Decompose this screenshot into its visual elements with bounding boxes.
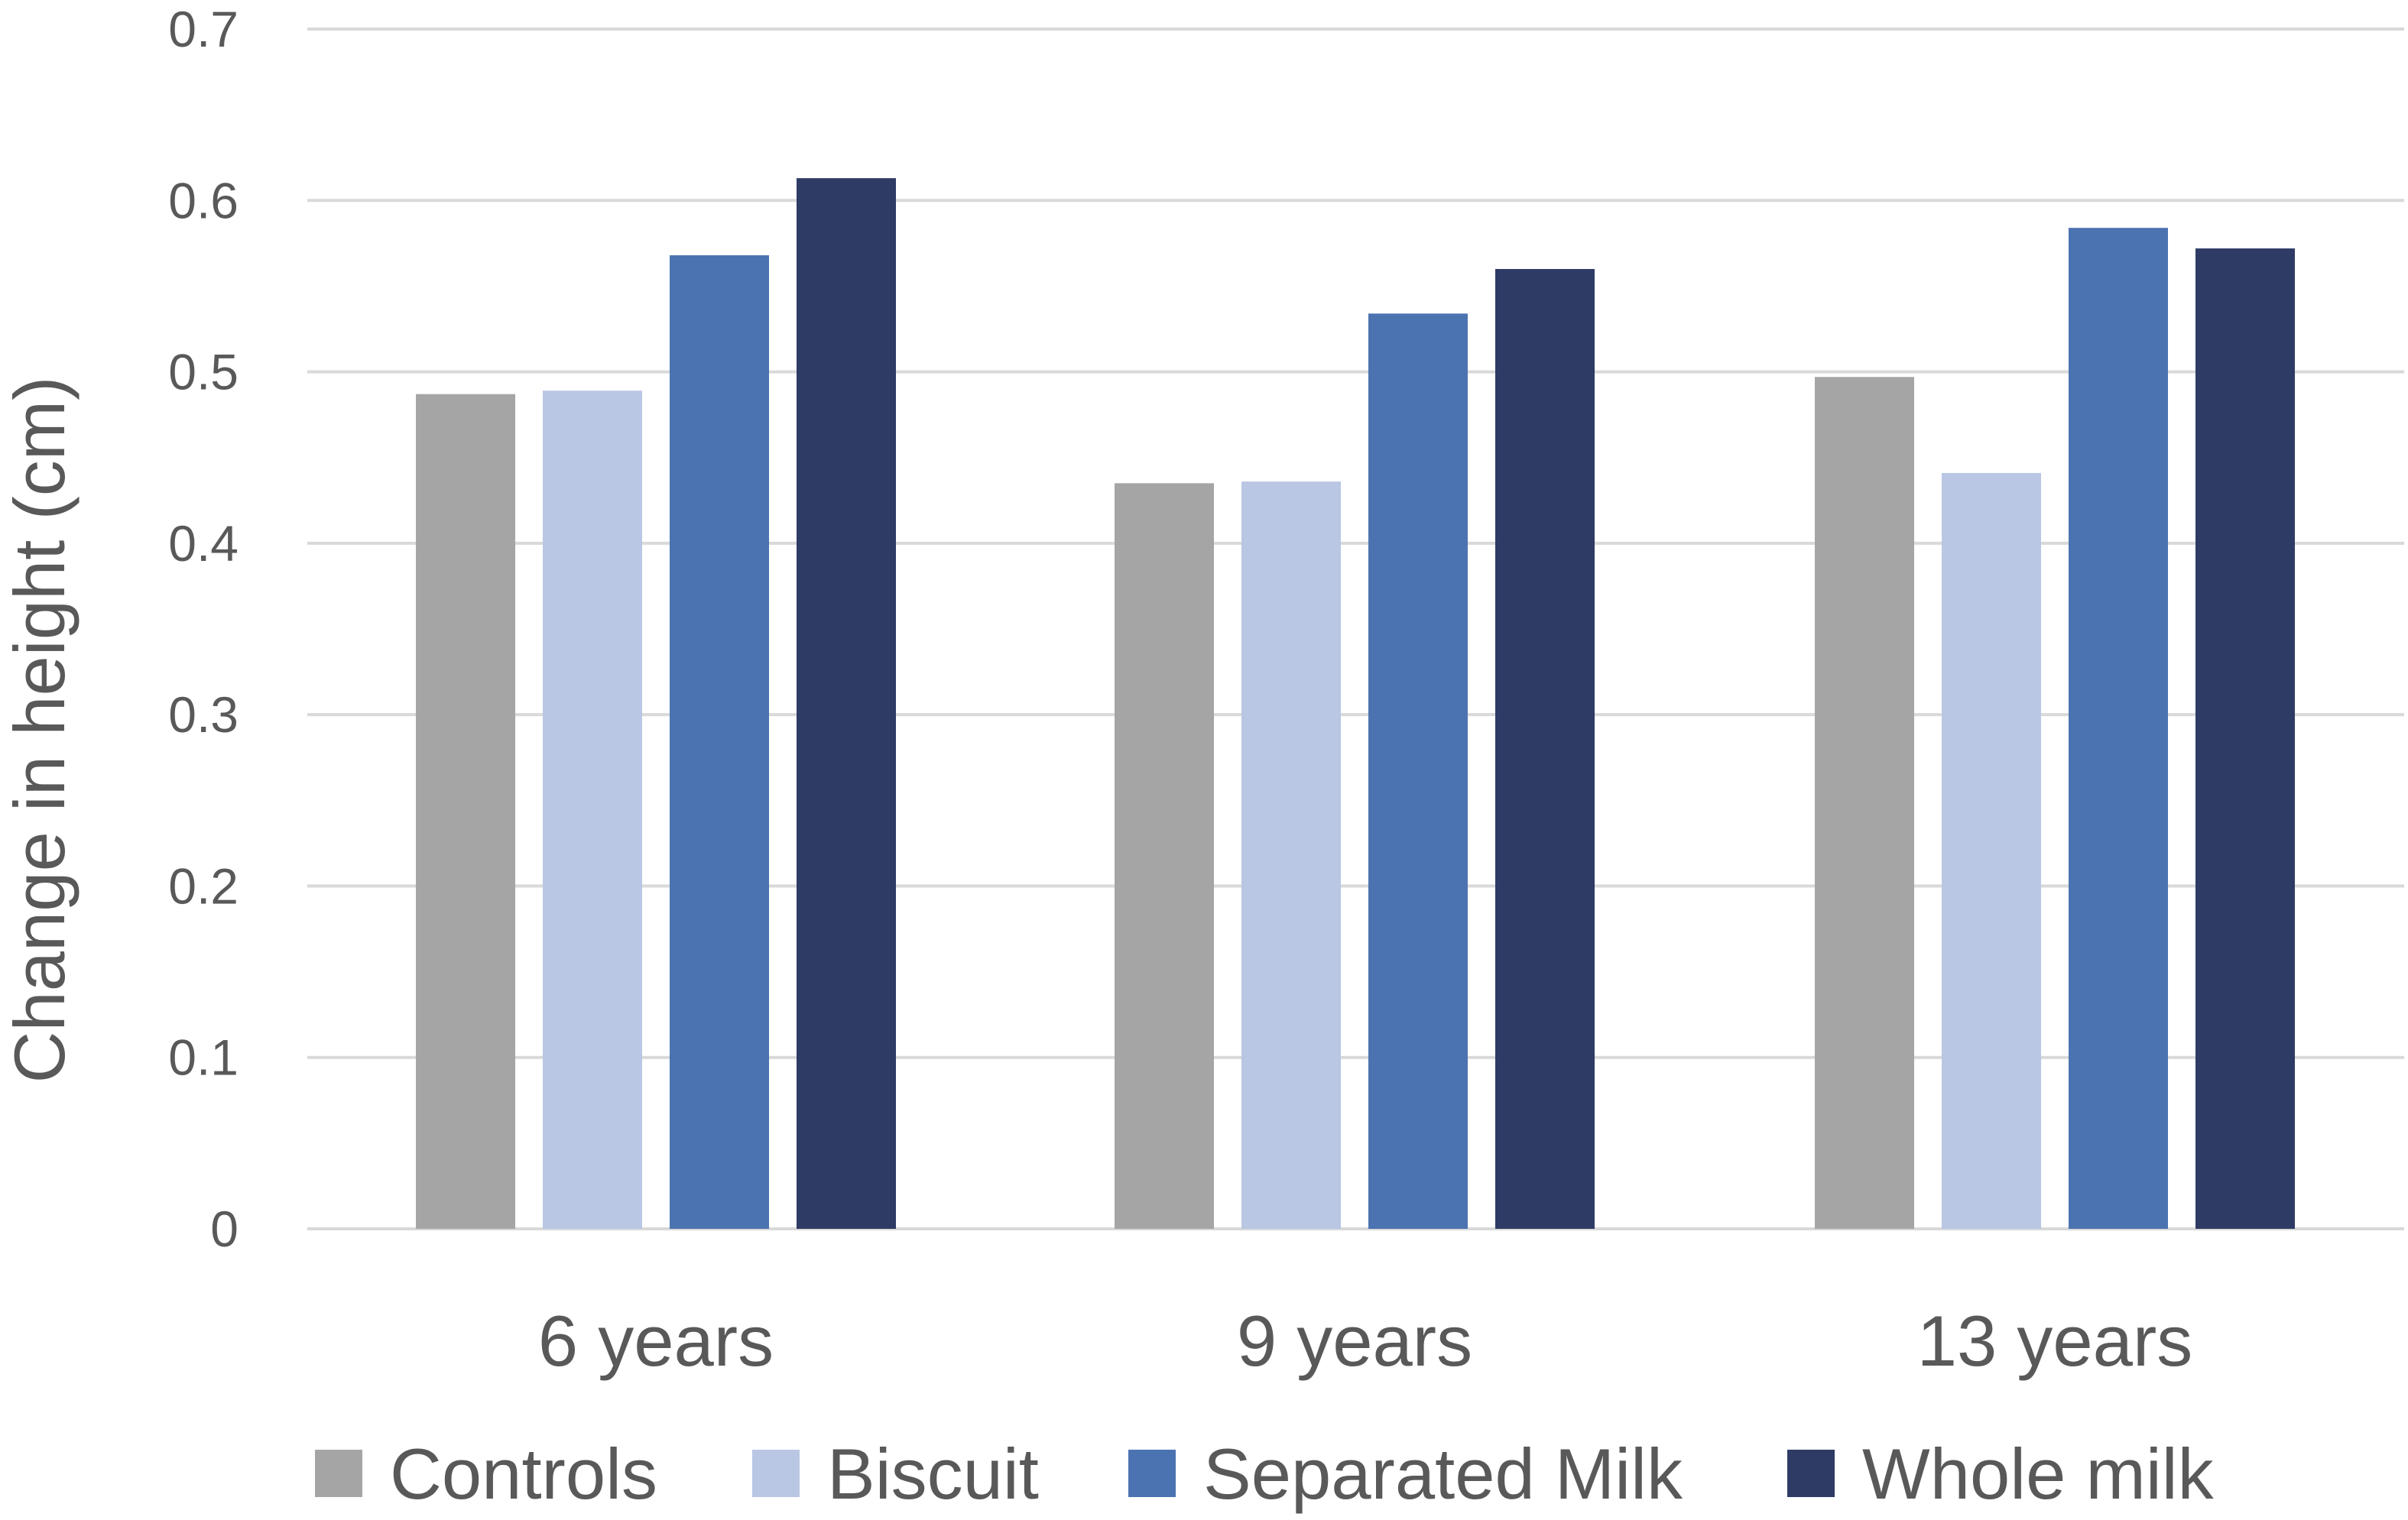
bars — [416, 178, 2295, 1230]
bar-separated-milk-13-years — [2069, 228, 2168, 1230]
bar-separated-milk-9-years — [1368, 313, 1468, 1229]
bar-biscuit-6-years — [543, 391, 642, 1229]
y-tick-label: 0.3 — [168, 686, 239, 743]
y-tick-label: 0.4 — [168, 515, 239, 572]
y-axis-ticks: 0 0.1 0.2 0.3 0.4 0.5 0.6 0.7 — [168, 1, 239, 1257]
legend-label: Whole milk — [1862, 1434, 2215, 1514]
bar-controls-6-years — [416, 394, 515, 1230]
y-tick-label: 0.2 — [168, 857, 239, 914]
bar-whole-milk-6-years — [797, 178, 896, 1230]
bar-controls-9-years — [1115, 483, 1214, 1229]
y-tick-label: 0.5 — [168, 344, 239, 400]
legend-label: Separated Milk — [1203, 1434, 1683, 1514]
legend-swatch — [752, 1450, 800, 1497]
legend-item-controls: Controls — [315, 1434, 657, 1514]
bar-whole-milk-13-years — [2195, 248, 2295, 1230]
x-category-label: 13 years — [1917, 1301, 2193, 1381]
y-tick-label: 0.6 — [168, 172, 239, 228]
legend-item-biscuit: Biscuit — [752, 1434, 1039, 1514]
bar-separated-milk-6-years — [670, 255, 769, 1229]
legend-item-separated-milk: Separated Milk — [1128, 1434, 1683, 1514]
legend-item-whole-milk: Whole milk — [1787, 1434, 2215, 1514]
x-axis-categories: 6 years 9 years 13 years — [538, 1301, 2192, 1381]
x-category-label: 9 years — [1237, 1301, 1472, 1381]
bar-biscuit-9-years — [1241, 481, 1341, 1229]
bar-biscuit-13-years — [1942, 472, 2041, 1229]
legend-label: Controls — [390, 1434, 657, 1514]
legend-swatch — [315, 1450, 362, 1497]
y-tick-label: 0 — [210, 1201, 239, 1257]
legend-swatch — [1128, 1450, 1176, 1497]
y-tick-label: 0.7 — [168, 1, 239, 57]
bar-controls-13-years — [1815, 377, 1914, 1229]
bar-whole-milk-9-years — [1495, 269, 1595, 1229]
legend-swatch — [1787, 1450, 1835, 1497]
x-category-label: 6 years — [538, 1301, 774, 1381]
y-axis-title: Change in height (cm) — [0, 377, 80, 1084]
y-tick-label: 0.1 — [168, 1029, 239, 1086]
legend: Controls Biscuit Separated Milk Whole milk — [315, 1434, 2215, 1514]
legend-label: Biscuit — [827, 1434, 1039, 1514]
gridlines — [307, 28, 2404, 1230]
